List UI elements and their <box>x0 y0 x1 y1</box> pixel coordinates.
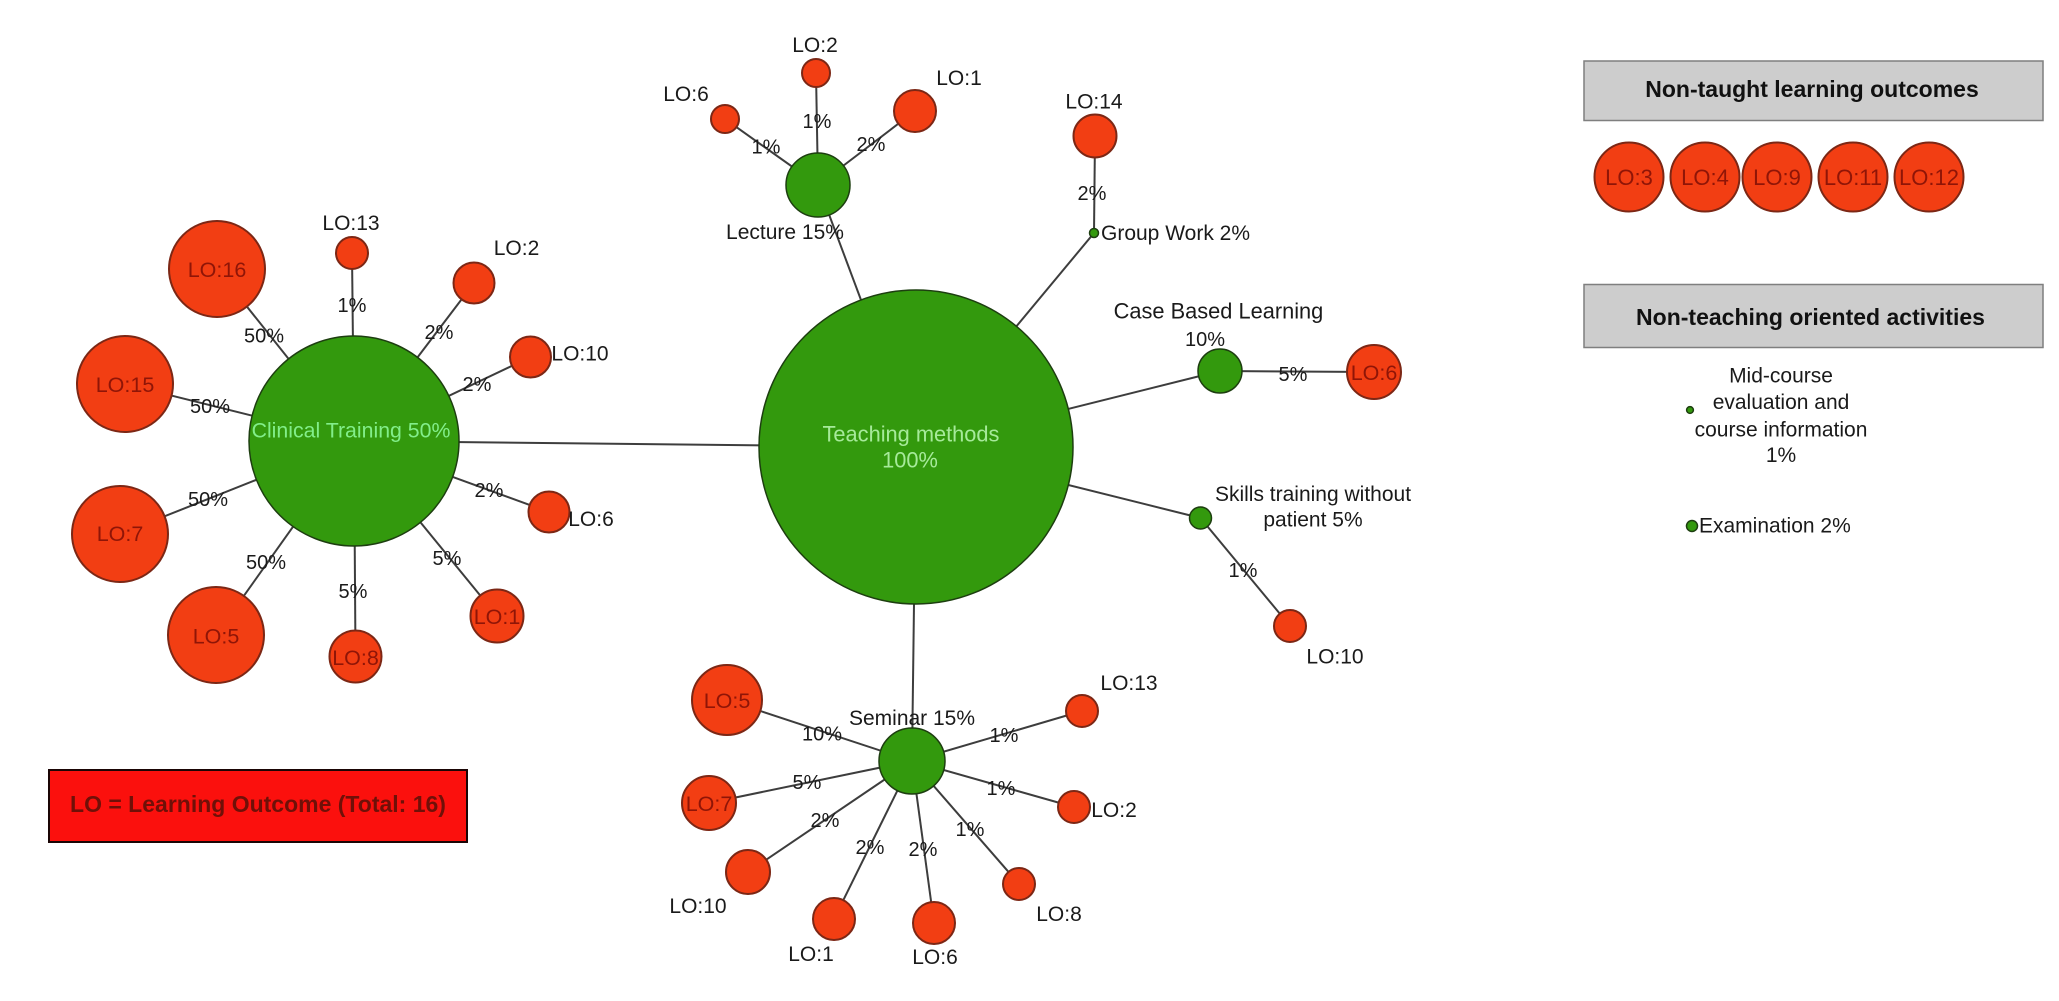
svg-text:LO:2: LO:2 <box>792 34 838 57</box>
svg-text:2%: 2% <box>475 480 504 502</box>
svg-text:2%: 2% <box>425 322 454 344</box>
svg-text:10%: 10% <box>1185 329 1225 351</box>
svg-text:evaluation and: evaluation and <box>1713 391 1850 414</box>
svg-text:LO:1: LO:1 <box>788 943 834 966</box>
svg-text:LO:6: LO:6 <box>912 946 958 969</box>
svg-text:Skills training without: Skills training without <box>1215 483 1411 506</box>
svg-text:LO:6: LO:6 <box>1351 361 1398 385</box>
svg-text:LO:1: LO:1 <box>474 605 521 629</box>
svg-text:LO:10: LO:10 <box>551 343 608 366</box>
svg-text:50%: 50% <box>244 326 284 348</box>
svg-text:1%: 1% <box>752 137 781 159</box>
svg-text:50%: 50% <box>246 552 286 574</box>
svg-text:50%: 50% <box>188 489 228 511</box>
svg-text:5%: 5% <box>793 772 822 794</box>
svg-text:2%: 2% <box>857 134 886 156</box>
svg-text:Non-taught learning outcomes: Non-taught learning outcomes <box>1645 76 1979 102</box>
svg-text:Group Work 2%: Group Work 2% <box>1101 222 1250 245</box>
svg-text:Non-teaching oriented activiti: Non-teaching oriented activities <box>1636 304 1985 330</box>
svg-text:5%: 5% <box>339 581 368 603</box>
svg-text:LO:15: LO:15 <box>96 373 155 397</box>
svg-text:LO:14: LO:14 <box>1065 91 1123 114</box>
svg-text:LO:7: LO:7 <box>686 792 733 816</box>
svg-text:patient 5%: patient 5% <box>1263 509 1362 532</box>
svg-text:Clinical Training 50%: Clinical Training 50% <box>252 419 451 443</box>
svg-text:LO = Learning Outcome (Total:: LO = Learning Outcome (Total: 16) <box>70 791 446 817</box>
svg-text:LO:2: LO:2 <box>1091 799 1137 822</box>
svg-text:LO:12: LO:12 <box>1899 165 1959 190</box>
svg-text:2%: 2% <box>856 837 885 859</box>
svg-text:2%: 2% <box>909 839 938 861</box>
svg-text:LO:8: LO:8 <box>1036 903 1082 926</box>
svg-text:LO:6: LO:6 <box>568 508 614 531</box>
svg-text:5%: 5% <box>1279 364 1308 386</box>
svg-text:2%: 2% <box>1078 183 1107 205</box>
svg-text:1%: 1% <box>990 725 1019 747</box>
svg-text:LO:7: LO:7 <box>97 522 144 546</box>
svg-text:LO:10: LO:10 <box>669 895 726 918</box>
svg-text:1%: 1% <box>803 111 832 133</box>
svg-text:2%: 2% <box>811 810 840 832</box>
svg-text:1%: 1% <box>338 295 367 317</box>
svg-text:2%: 2% <box>463 374 492 396</box>
svg-text:LO:1: LO:1 <box>936 67 982 90</box>
svg-text:LO:6: LO:6 <box>663 83 709 106</box>
svg-text:LO:5: LO:5 <box>193 625 240 649</box>
svg-text:LO:10: LO:10 <box>1306 646 1363 669</box>
svg-text:LO:13: LO:13 <box>322 212 379 235</box>
svg-text:LO:13: LO:13 <box>1100 672 1157 695</box>
svg-text:course information: course information <box>1695 419 1868 442</box>
svg-text:1%: 1% <box>956 819 985 841</box>
svg-text:LO:3: LO:3 <box>1605 165 1653 190</box>
svg-text:50%: 50% <box>190 396 230 418</box>
svg-text:10%: 10% <box>802 724 842 746</box>
svg-text:Case Based Learning: Case Based Learning <box>1114 299 1324 324</box>
svg-text:LO:5: LO:5 <box>704 689 751 713</box>
svg-text:Lecture 15%: Lecture 15% <box>726 221 844 244</box>
svg-text:LO:16: LO:16 <box>188 258 247 282</box>
svg-text:LO:4: LO:4 <box>1681 165 1729 190</box>
svg-text:LO:2: LO:2 <box>494 237 540 260</box>
svg-text:Mid-course: Mid-course <box>1729 365 1833 388</box>
svg-text:LO:11: LO:11 <box>1824 165 1882 190</box>
svg-text:5%: 5% <box>433 548 462 570</box>
svg-text:Seminar 15%: Seminar 15% <box>849 707 975 730</box>
svg-text:Examination 2%: Examination 2% <box>1699 515 1851 538</box>
svg-text:Teaching methods: Teaching methods <box>823 422 1000 447</box>
svg-text:LO:9: LO:9 <box>1753 165 1801 190</box>
svg-text:1%: 1% <box>987 778 1016 800</box>
svg-text:LO:8: LO:8 <box>332 646 379 670</box>
svg-text:100%: 100% <box>882 448 938 473</box>
svg-text:1%: 1% <box>1229 560 1258 582</box>
svg-text:1%: 1% <box>1766 444 1796 467</box>
